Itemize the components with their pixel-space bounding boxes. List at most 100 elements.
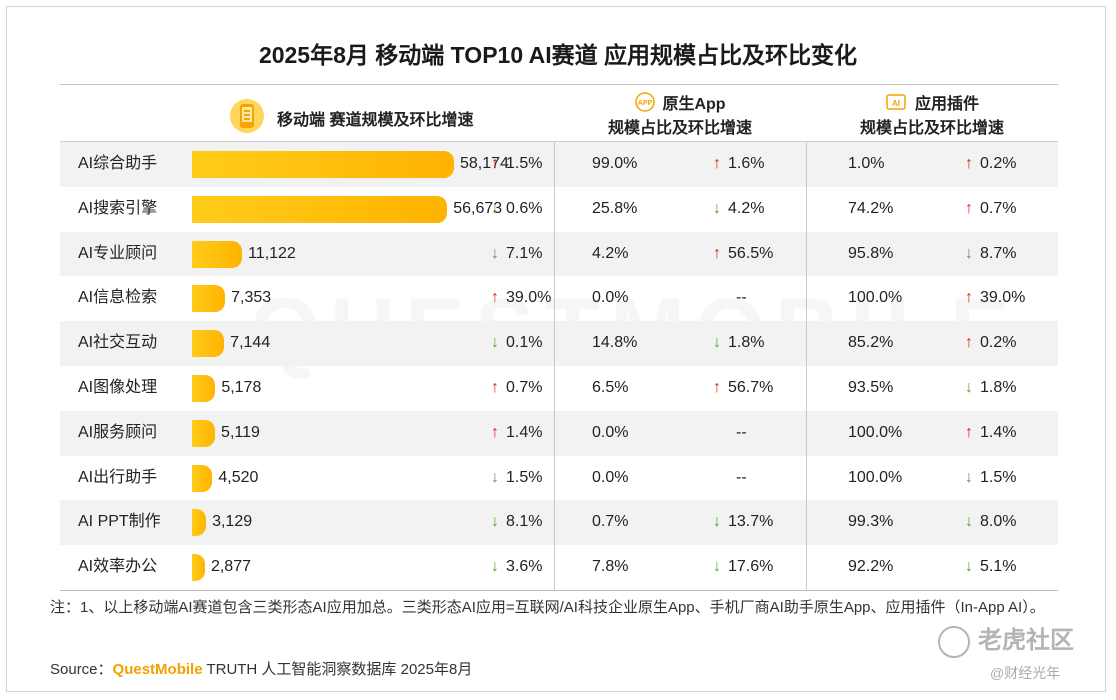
- bar-mark: [192, 509, 207, 537]
- plugin-mom-change: ↓ 8.0%: [962, 500, 1016, 545]
- source-line: Source：QuestMobile TRUTH 人工智能洞察数据库 2025年…: [50, 658, 472, 679]
- bar-mark: [192, 419, 216, 447]
- plugin-share: 74.2%: [848, 199, 894, 217]
- table-row: AI社交互动 7,144 ↓ 0.1% 14.8% ↓ 1.8% 85.2% ↑ 0.2%: [60, 321, 1058, 366]
- table-row: AI信息检索 7,353 ↑ 39.0% 0.0% -- 100.0% ↑ 39.0%: [60, 276, 1058, 321]
- bar-mark: [192, 375, 216, 402]
- source-rest: TRUTH 人工智能洞察数据库 2025年8月: [202, 661, 473, 678]
- bar-mark: [192, 464, 213, 492]
- app-mom-change-value: 13.7%: [728, 513, 774, 531]
- header-col1: 移动端 赛道规模及环比增速: [160, 98, 540, 144]
- bar-value-label: 3,129: [212, 513, 253, 531]
- bar-value-label: 58,174: [460, 155, 509, 172]
- table-row: AI图像处理 5,178 ↑ 0.7% 6.5% ↑ 56.7% 93.5% ↓ 1.8%: [60, 366, 1058, 411]
- mom-change: ↑ 39.0%: [488, 276, 551, 321]
- app-share: 0.7%: [592, 513, 629, 531]
- plugin-mom-change-value: 8.0%: [980, 513, 1017, 531]
- app-mom-change: ↓ 1.8%: [710, 321, 764, 366]
- app-mom-change-arrow-down-icon: ↓: [713, 334, 721, 352]
- footnote: 注：1、以上移动端AI赛道包含三类形态AI应用加总。三类形态AI应用=互联网/A…: [50, 599, 1045, 616]
- app-mom-change: --: [736, 468, 747, 486]
- app-mom-change-value: 1.6%: [728, 155, 765, 172]
- mom-change: ↓ 7.1%: [488, 232, 542, 277]
- app-share: 0.0%: [592, 289, 629, 307]
- header-col2-line1: 原生App: [662, 96, 726, 114]
- plugin-mom-change-value: 0.2%: [980, 334, 1017, 352]
- mom-change-arrow-up-icon: ↑: [491, 289, 499, 307]
- mom-change-arrow-up-icon: ↑: [491, 155, 499, 172]
- table-row: AI综合助手 58,174 ↑ 1.5% 99.0% ↑ 1.6% 1.0% ↑ 0.2%: [60, 142, 1058, 187]
- app-mom-change: ↓ 13.7%: [710, 500, 773, 545]
- app-mom-change: ↑ 56.5%: [710, 232, 773, 277]
- mom-change-arrow-down-icon: ↓: [491, 199, 499, 217]
- app-share: 14.8%: [592, 334, 638, 352]
- mom-change: ↓ 0.6%: [488, 187, 542, 232]
- mom-change: ↓ 8.1%: [488, 500, 542, 545]
- plugin-mom-change-arrow-up-icon: ↑: [965, 289, 973, 307]
- plugin-share: 1.0%: [848, 155, 885, 172]
- app-share: 25.8%: [592, 199, 638, 217]
- plugin-mom-change-arrow-up-icon: ↑: [965, 423, 973, 441]
- header-col2: APP 原生App 规模占比及环比增速: [560, 92, 800, 139]
- bar-value-label: 7,353: [231, 289, 272, 307]
- bar-value-label: 56,673: [453, 199, 503, 217]
- mom-change-arrow-down-icon: ↓: [491, 558, 499, 576]
- app-mom-change-arrow-up-icon: ↑: [713, 379, 721, 396]
- app-mom-change: --: [736, 423, 747, 441]
- plugin-mom-change-value: 0.7%: [980, 199, 1017, 217]
- plugin-share: 93.5%: [848, 379, 894, 396]
- mom-change-value: 3.6%: [506, 558, 543, 576]
- bar-value-label: 5,119: [221, 423, 260, 441]
- header-col3-line2: 规模占比及环比增速: [859, 120, 1004, 137]
- app-share: 0.0%: [592, 468, 629, 486]
- mom-change: ↓ 1.5%: [488, 456, 542, 501]
- app-mom-change-value: 1.8%: [728, 334, 765, 352]
- plugin-mom-change-value: 0.2%: [980, 155, 1017, 172]
- plugin-mom-change: ↑ 39.0%: [962, 276, 1025, 321]
- table-row: AI效率办公 2,877 ↓ 3.6% 7.8% ↓ 17.6% 92.2% ↓ 5.1%: [60, 545, 1058, 590]
- header-col2-line2: 规模占比及环比增速: [607, 120, 752, 137]
- plugin-share: 100.0%: [848, 289, 903, 307]
- mom-change-value: 1.5%: [506, 155, 543, 172]
- row-name: AI图像处理: [78, 379, 158, 396]
- bar-value-label: 5,178: [221, 379, 262, 396]
- plugin-mom-change: ↓ 1.5%: [962, 456, 1016, 501]
- mom-change-arrow-down-icon: ↓: [491, 334, 499, 352]
- bar-mark: [192, 240, 243, 268]
- table-row: AI服务顾问 5,119 ↑ 1.4% 0.0% -- 100.0% ↑ 1.4%: [60, 410, 1058, 456]
- header-col1-label: 移动端 赛道规模及环比增速: [277, 112, 474, 130]
- mom-change-value: 7.1%: [506, 244, 543, 262]
- plugin-share: 85.2%: [848, 334, 894, 352]
- app-share: 99.0%: [592, 155, 638, 172]
- header-bottom-rule: [60, 141, 1058, 142]
- app-mom-change: ↑ 56.7%: [710, 366, 773, 411]
- mom-change-value: 0.1%: [506, 334, 543, 352]
- app-mom-change-value: 56.5%: [728, 244, 774, 262]
- plugin-mom-change: ↓ 8.7%: [962, 232, 1016, 277]
- plugin-mom-change-arrow-down-icon: ↓: [965, 468, 973, 486]
- chart-title: 2025年8月 移动端 TOP10 AI赛道 应用规模占比及环比变化: [258, 42, 858, 68]
- row-name: AI综合助手: [78, 155, 158, 172]
- mom-change-arrow-down-icon: ↓: [491, 468, 499, 486]
- mom-change-value: 8.1%: [506, 513, 543, 531]
- header-top-rule: [60, 84, 1058, 85]
- mom-change-value: 39.0%: [506, 289, 552, 307]
- mom-change-value: 0.7%: [506, 379, 543, 396]
- plugin-mom-change-arrow-up-icon: ↑: [965, 199, 973, 217]
- table-row: AI PPT制作 3,129 ↓ 8.1% 0.7% ↓ 13.7% 99.3% ↓ 8.0%: [60, 500, 1058, 546]
- plugin-mom-change: ↓ 1.8%: [962, 366, 1016, 411]
- mom-change: ↑ 0.7%: [488, 366, 542, 411]
- plugin-mom-change-value: 5.1%: [980, 558, 1017, 576]
- mom-change-arrow-up-icon: ↑: [491, 423, 499, 441]
- plugin-mom-change-value: 8.7%: [980, 244, 1017, 262]
- column-divider-1: [554, 142, 555, 590]
- ai-plugin-icon-text: AI: [892, 99, 900, 108]
- caijing-logo: @财经光年: [990, 665, 1061, 681]
- header-col3: AI 应用插件 规模占比及环比增速: [812, 92, 1052, 139]
- bar-mark: [192, 285, 226, 313]
- app-mom-change-arrow-down-icon: ↓: [713, 199, 721, 217]
- plugin-mom-change: ↑ 0.2%: [962, 321, 1016, 366]
- table-bottom-rule: [60, 590, 1058, 591]
- app-icon-text: APP: [638, 100, 653, 107]
- row-name: AI出行助手: [78, 468, 158, 486]
